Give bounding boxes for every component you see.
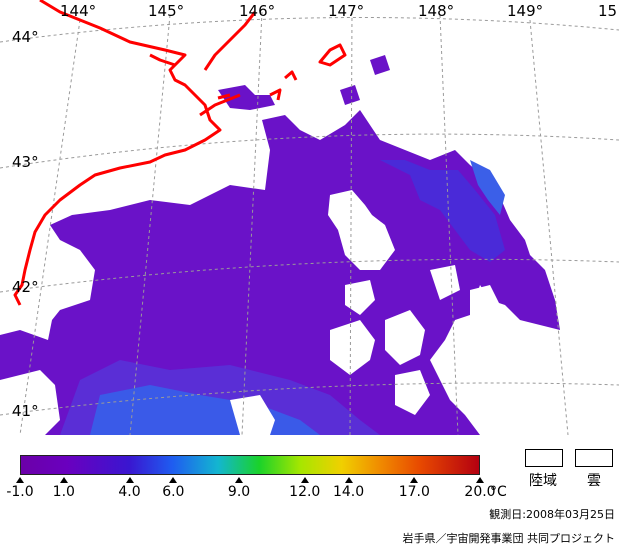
longitude-label-150: 15 xyxy=(598,4,617,19)
longitude-label-148: 148° xyxy=(418,4,454,19)
colorbar-tick-label: 14.0 xyxy=(333,484,364,500)
sea-surface-temperature-map xyxy=(0,0,619,440)
longitude-label-147: 147° xyxy=(328,4,364,19)
land-legend-label: 陸域 xyxy=(529,470,557,490)
credit-text: 岩手県／宇宙開発事業団 共同プロジェクト xyxy=(403,530,616,546)
colorbar-tick-mark xyxy=(476,477,484,483)
colorbar-tick-mark xyxy=(60,477,68,483)
longitude-label-146: 146° xyxy=(239,4,275,19)
observation-date: 観測日:2008年03月25日 xyxy=(489,506,615,522)
cloud-legend-box xyxy=(575,449,613,467)
longitude-label-144: 144° xyxy=(60,4,96,19)
colorbar-tick-label: 20.0 xyxy=(464,484,495,500)
colorbar-tick-mark xyxy=(126,477,134,483)
colorbar-tick-mark xyxy=(410,477,418,483)
cloud-legend-label: 雲 xyxy=(587,470,601,490)
colorbar-tick-label: -1.0 xyxy=(6,484,33,500)
colorbar-tick-mark xyxy=(345,477,353,483)
longitude-label-149: 149° xyxy=(507,4,543,19)
latitude-label-43: 43° xyxy=(12,155,39,170)
colorbar-tick-mark xyxy=(235,477,243,483)
colorbar-tick-mark xyxy=(301,477,309,483)
sst-field xyxy=(0,55,560,435)
colorbar-tick-mark xyxy=(169,477,177,483)
colorbar-tick-mark xyxy=(16,477,24,483)
colorbar-tick-label: 4.0 xyxy=(118,484,140,500)
colorbar-tick-label: 12.0 xyxy=(289,484,320,500)
latitude-label-41: 41° xyxy=(12,404,39,419)
colorbar-tick-label: 17.0 xyxy=(399,484,430,500)
latitude-label-42: 42° xyxy=(12,280,39,295)
colorbar-tick-label: 1.0 xyxy=(53,484,75,500)
longitude-label-145: 145° xyxy=(148,4,184,19)
colorbar-tick-label: 6.0 xyxy=(162,484,184,500)
latitude-label-44: 44° xyxy=(12,30,39,45)
temperature-colorbar xyxy=(20,455,480,475)
land-legend-box xyxy=(525,449,563,467)
colorbar-tick-label: 9.0 xyxy=(228,484,250,500)
